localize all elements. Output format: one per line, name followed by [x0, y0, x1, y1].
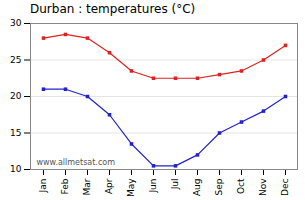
svg-text:Jul: Jul — [170, 179, 180, 191]
svg-text:Nov: Nov — [258, 178, 268, 196]
svg-text:Apr: Apr — [104, 178, 114, 194]
html-text:Durban : temperatures (°C): Durban : temperatures (°C) — [30, 2, 196, 16]
svg-text:Jan: Jan — [38, 179, 48, 194]
svg-text:15: 15 — [10, 128, 21, 138]
svg-text:10: 10 — [10, 164, 22, 174]
svg-text:Mar: Mar — [82, 178, 92, 195]
svg-text:20: 20 — [10, 91, 22, 101]
svg-text:25: 25 — [10, 55, 21, 65]
svg-text:Oct: Oct — [236, 178, 246, 194]
svg-text:Dec: Dec — [280, 178, 290, 195]
svg-text:Sep: Sep — [214, 178, 224, 195]
svg-text:www.allmetsat.com: www.allmetsat.com — [37, 158, 116, 167]
svg-text:30: 30 — [10, 18, 22, 28]
svg-text:May: May — [126, 178, 136, 197]
svg-text:Jun: Jun — [148, 179, 158, 194]
svg-text:Feb: Feb — [60, 178, 70, 194]
svg-text:Aug: Aug — [192, 179, 202, 197]
